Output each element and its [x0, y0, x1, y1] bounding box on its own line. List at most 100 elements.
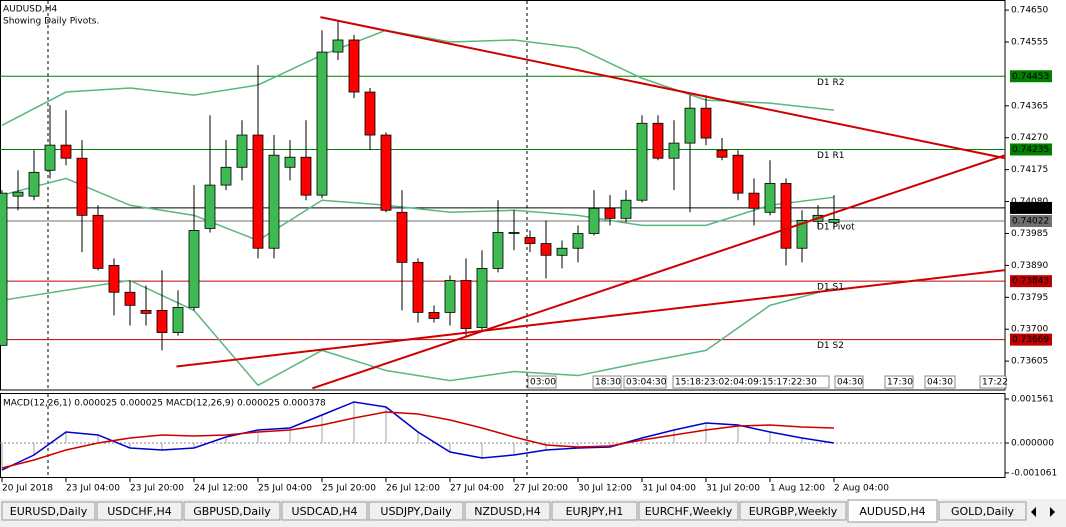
y-tick-label: 0.73795	[1011, 293, 1048, 303]
candle-body	[492, 232, 504, 269]
candle-body	[716, 149, 728, 158]
candle-body	[636, 122, 648, 201]
candle-body	[172, 306, 184, 333]
candle-body	[796, 219, 808, 249]
tab[interactable]	[551, 501, 638, 521]
time-label-box	[924, 375, 956, 389]
time-label-box	[672, 375, 830, 389]
candle-body	[60, 144, 72, 159]
main-plot	[0, 16, 1005, 390]
pivot-name: D1 R1	[817, 151, 845, 161]
tab-label[interactable]: USDCAD,H4	[292, 505, 358, 518]
price-box-label: 0.73843	[1012, 277, 1049, 287]
tab[interactable]	[847, 499, 938, 523]
trendline	[176, 269, 1005, 368]
candle-body	[764, 183, 776, 213]
candle-body	[188, 230, 200, 308]
candle-body	[508, 232, 520, 234]
tab[interactable]	[183, 501, 281, 521]
candle-body	[204, 184, 216, 229]
tab[interactable]	[281, 501, 368, 521]
candle-body	[428, 312, 440, 319]
time-label: 03:00	[530, 378, 556, 388]
tab-label[interactable]: EURUSD,Daily	[10, 505, 88, 518]
price-box-label: 0.74453	[1012, 72, 1049, 82]
candle-body	[0, 192, 8, 346]
chart-title: AUDUSD,H4	[3, 5, 58, 15]
price-box-label: 0.74235	[1012, 145, 1049, 155]
x-tick-label: 20 Jul 2018	[2, 484, 53, 494]
tab-label[interactable]: AUDUSD,H4	[859, 505, 925, 518]
y-tick-label: 0.74175	[1011, 165, 1048, 175]
time-label-box	[592, 375, 622, 389]
tab-scroll-right[interactable]	[1050, 507, 1055, 517]
x-tick-label: 31 Jul 04:00	[642, 484, 696, 494]
x-tick-label: 27 Jul 20:00	[514, 484, 568, 494]
tab-label[interactable]: USDCHF,H4	[107, 505, 172, 518]
y-tick-label: 0.001561	[1011, 394, 1054, 404]
tab[interactable]	[464, 501, 551, 521]
price-box	[1010, 333, 1052, 346]
y-tick-label: 0.73605	[1011, 357, 1048, 367]
candle-body	[652, 122, 664, 159]
candle-body	[220, 166, 232, 186]
candle-body	[684, 107, 696, 144]
y-tick-label: 0.73890	[1011, 261, 1048, 271]
tab[interactable]	[96, 501, 183, 521]
candle-body	[396, 211, 408, 263]
y-tick-label: -0.001061	[1011, 468, 1057, 478]
candle-body	[748, 192, 760, 209]
time-label: 18:30	[595, 378, 621, 388]
tab-label[interactable]: GOLD,Daily	[951, 505, 1015, 518]
tab-label[interactable]: GBPUSD,Daily	[193, 505, 271, 518]
time-label-box	[979, 375, 1007, 389]
tab-label[interactable]: EURGBP,Weekly	[749, 505, 838, 518]
candle-body	[732, 154, 744, 194]
x-tick-label: 26 Jul 12:00	[386, 484, 440, 494]
price-box-label: 0.73669	[1012, 335, 1049, 345]
x-tick-label: 25 Jul 04:00	[258, 484, 312, 494]
time-label-box	[834, 375, 864, 389]
macd-line	[1, 401, 835, 471]
price-box-label: 0.74061	[1012, 203, 1049, 213]
time-label: 03:04:30	[626, 378, 667, 388]
time-label: 15:18:23:02:04:09:15:17:22:30	[675, 378, 817, 388]
candle-body	[236, 134, 248, 168]
macd-line	[1, 411, 835, 469]
y-tick-label: 0.000000	[1011, 438, 1054, 448]
time-label-box	[884, 375, 914, 389]
candle-body	[364, 91, 376, 136]
tab-label[interactable]: EURCHF,Weekly	[645, 505, 733, 518]
candle-body	[476, 267, 488, 328]
pivot-name: D1 S2	[817, 341, 844, 351]
trendline	[320, 16, 1005, 160]
candle-body	[156, 309, 168, 333]
candle-body	[332, 39, 344, 53]
tab[interactable]	[368, 501, 464, 521]
tab[interactable]	[1, 501, 96, 521]
candle-body	[604, 207, 616, 219]
candle-body	[28, 171, 40, 197]
time-label: 17:22	[982, 378, 1008, 388]
x-tick-label: 2 Aug 04:00	[834, 484, 889, 494]
candle-body	[588, 207, 600, 234]
tab-label[interactable]: NZDUSD,H4	[474, 505, 541, 518]
tab[interactable]	[739, 501, 847, 521]
tab[interactable]	[638, 501, 739, 521]
candle-body	[300, 156, 312, 196]
candle-body	[284, 156, 296, 168]
tab[interactable]	[938, 501, 1027, 521]
chart-subtitle: Showing Daily Pivots.	[3, 17, 99, 27]
candle-body	[460, 280, 472, 329]
x-tick-label: 31 Jul 20:00	[706, 484, 760, 494]
candle-body	[124, 291, 136, 306]
y-tick-label: 0.74270	[1011, 133, 1048, 143]
candle-body	[572, 233, 584, 249]
tab-label[interactable]: EURJPY,H1	[566, 505, 624, 518]
trendline	[312, 154, 1005, 390]
candle-body	[348, 39, 360, 93]
tab-label[interactable]: USDJPY,Daily	[380, 505, 452, 518]
time-label: 04:30	[837, 378, 863, 388]
tab-scroll-left[interactable]	[1031, 507, 1036, 517]
